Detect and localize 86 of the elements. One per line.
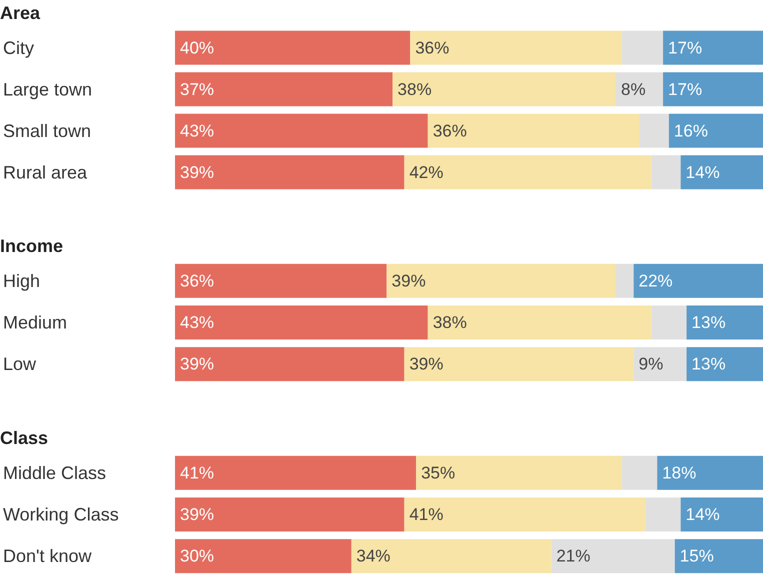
bar [428, 306, 652, 340]
data-label: 39% [180, 504, 214, 524]
data-label: 14% [686, 504, 720, 524]
data-label: 35% [421, 462, 456, 482]
bar [686, 347, 763, 382]
data-label: 15% [680, 546, 714, 566]
bar [616, 264, 634, 298]
data-label: 9% [638, 354, 664, 374]
bar [640, 114, 669, 148]
chart-title: Income [0, 235, 64, 258]
data-label: 18% [662, 462, 696, 482]
bar [175, 155, 404, 190]
bar [351, 538, 552, 573]
data-label: 13% [692, 354, 726, 374]
bar [175, 538, 352, 573]
text: Class [0, 426, 50, 450]
data-label: 17% [668, 38, 702, 58]
bar [622, 30, 664, 65]
bar [616, 72, 664, 106]
data-label: 36% [415, 38, 450, 58]
data-label: 41% [409, 504, 444, 524]
y-tick-label: High [3, 270, 40, 291]
data-label: 38% [398, 80, 432, 99]
data-label: 30% [180, 546, 214, 566]
data-label: 36% [180, 271, 214, 290]
bar [175, 30, 410, 65]
bar [674, 538, 763, 573]
y-tick-label: Small town [3, 120, 92, 141]
bar [622, 455, 658, 490]
bar [657, 455, 763, 490]
y-tick-label: Middle Class [3, 462, 106, 482]
data-label: 22% [638, 271, 673, 290]
data-label: 13% [692, 313, 726, 332]
bar [416, 455, 622, 490]
y-tick-label: Don't know [3, 546, 92, 566]
data-label: 41% [180, 462, 214, 482]
bar [634, 264, 763, 298]
bar [404, 497, 646, 531]
data-label: 37% [180, 80, 214, 99]
bar [175, 114, 428, 148]
bar [410, 30, 622, 65]
y-tick-label: Low [3, 354, 38, 374]
bar [686, 306, 763, 340]
bar [175, 497, 404, 531]
data-label: 36% [432, 121, 467, 140]
data-label: 40% [180, 38, 214, 58]
data-label: 38% [432, 313, 467, 332]
bar [392, 72, 616, 106]
bar [404, 347, 634, 382]
data-label: 17% [668, 80, 702, 99]
bar [651, 306, 687, 340]
bar [428, 114, 640, 148]
y-tick-label: City [3, 38, 34, 58]
bar [551, 538, 675, 573]
data-label: 34% [356, 546, 390, 566]
data-label: 43% [180, 313, 214, 332]
data-label: 21% [556, 546, 590, 566]
bar [175, 264, 387, 298]
bar [680, 497, 763, 531]
bar [386, 264, 616, 298]
data-label: 39% [180, 162, 214, 182]
y-tick-label: Medium [3, 312, 68, 332]
bar [404, 155, 652, 190]
data-label: 16% [674, 121, 708, 140]
bar [651, 155, 681, 190]
data-label: 43% [180, 121, 214, 140]
data-label: 39% [180, 354, 214, 374]
bar [645, 497, 681, 531]
data-label: 39% [392, 271, 426, 290]
data-label: 8% [621, 80, 646, 99]
bar [175, 306, 428, 340]
text: Area [0, 2, 42, 25]
data-label: 39% [409, 354, 444, 374]
bar [663, 30, 763, 65]
data-label: 42% [409, 162, 444, 182]
bar [663, 72, 763, 106]
y-tick-label: Rural area [3, 162, 88, 182]
data-label: 14% [686, 162, 720, 182]
y-tick-label: Large town [3, 79, 92, 100]
y-tick-label: Working Class [3, 504, 119, 524]
bar [175, 347, 404, 382]
bar [680, 155, 763, 190]
bar [634, 347, 687, 382]
bar [175, 72, 393, 106]
bar [175, 455, 416, 490]
bar [668, 114, 763, 148]
